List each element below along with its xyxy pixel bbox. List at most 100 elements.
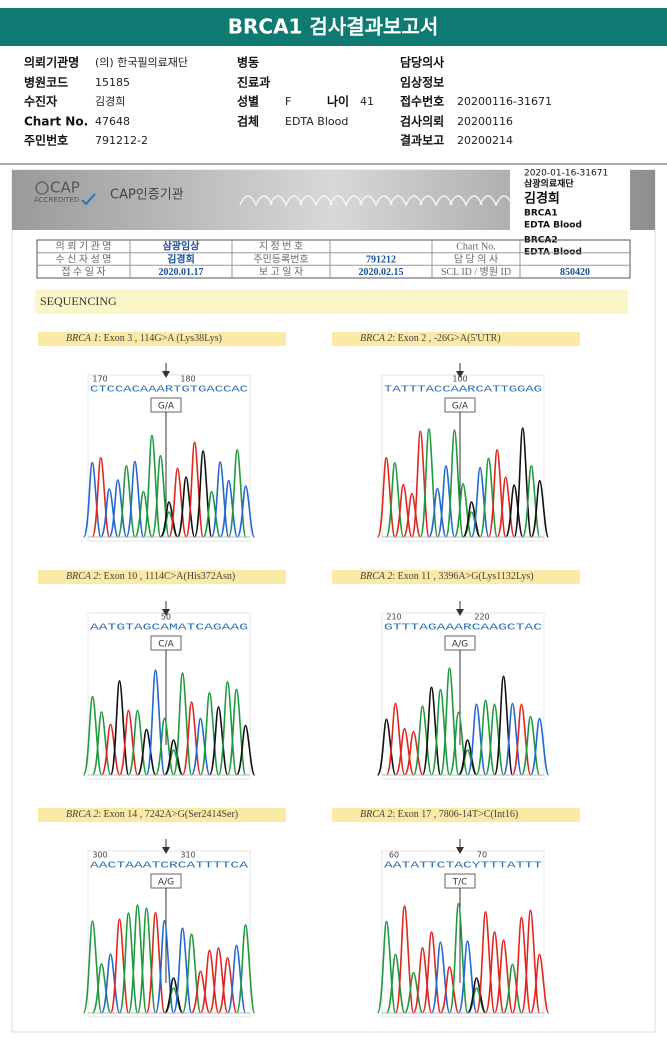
trace-peak bbox=[466, 703, 487, 776]
cap-logo: CAP bbox=[50, 179, 80, 197]
report-table bbox=[36, 239, 631, 279]
info-label: 의뢰기관명 bbox=[24, 55, 79, 70]
trace-peak bbox=[403, 971, 424, 1014]
trace-peak bbox=[529, 953, 550, 1014]
position-tick: 170 bbox=[92, 375, 107, 384]
mutation-text: : Exon 11 , 3396A>G(Lys1132Lys) bbox=[392, 571, 533, 582]
table-value: 삼광임상 bbox=[163, 240, 201, 253]
mutation-text: : Exon 10 , 1114C>A(His372Asn) bbox=[98, 571, 235, 582]
trace-peak bbox=[172, 927, 193, 1014]
info-value: 20200214 bbox=[457, 134, 513, 147]
trace-peak bbox=[127, 709, 148, 776]
mutation-label: BRCA 2: Exon 2 , -26G>A(5'UTR) bbox=[360, 333, 501, 344]
trace-peak bbox=[466, 977, 487, 1014]
trace-peak bbox=[385, 462, 405, 538]
trace-peak bbox=[142, 434, 162, 538]
call-text: C/A bbox=[158, 640, 174, 650]
trace-peak bbox=[428, 487, 447, 538]
trace-peak bbox=[91, 456, 111, 538]
base-sequence: TATTTACCAARCATTGGAG bbox=[384, 384, 542, 395]
trace-peak bbox=[226, 688, 247, 776]
pointer-head bbox=[456, 609, 464, 616]
info-value: 15185 bbox=[95, 76, 130, 89]
call-text: A/G bbox=[452, 640, 468, 650]
sample-label-text: BRCA1 bbox=[524, 209, 558, 219]
trace-peak bbox=[202, 490, 221, 538]
trace-peak bbox=[176, 476, 196, 538]
trace-peak bbox=[520, 715, 541, 776]
sample-label-text: 김경희 bbox=[524, 191, 560, 207]
trace-peak bbox=[145, 669, 166, 776]
trace-peak bbox=[421, 931, 442, 1014]
table-label: 접 수 일 자 bbox=[61, 266, 105, 278]
pointer-head bbox=[162, 609, 170, 616]
pointer-head bbox=[456, 847, 464, 854]
cap-check bbox=[81, 193, 96, 206]
section-bar bbox=[35, 290, 628, 314]
info-label: 성별 bbox=[237, 94, 259, 109]
trace-peak bbox=[421, 686, 442, 776]
trace-peak bbox=[100, 488, 119, 538]
mutation-bar bbox=[332, 332, 580, 346]
trace-peak bbox=[439, 667, 460, 776]
info-value: F bbox=[285, 95, 291, 108]
chromatogram-frame bbox=[87, 612, 251, 780]
trace-peak bbox=[436, 465, 456, 538]
mutation-label: BRCA 1: Exon 3 , 114G>A (Lys38Lys) bbox=[66, 333, 222, 344]
section-title: SEQUENCING bbox=[40, 294, 117, 308]
gene-name: BRCA 2 bbox=[360, 809, 392, 820]
banner-ornament bbox=[299, 195, 333, 207]
trace-peak bbox=[168, 467, 187, 538]
info-value: 20200116 bbox=[457, 115, 513, 128]
position-tick: 210 bbox=[386, 613, 401, 622]
table-label: Chart No. bbox=[456, 242, 495, 253]
trace-peak bbox=[511, 916, 532, 1014]
base-sequence: CTCCACAAARTGTGACCAC bbox=[90, 384, 248, 395]
trace-peak bbox=[520, 909, 541, 1014]
banner-ornament bbox=[449, 195, 483, 207]
trace-peak bbox=[484, 703, 505, 776]
trace-peak bbox=[475, 911, 496, 1014]
call-text: A/G bbox=[158, 878, 174, 888]
table-label: 지 정 번 호 bbox=[259, 241, 303, 253]
sample-label bbox=[510, 168, 630, 260]
cap-accredited: ACCREDITED bbox=[34, 196, 79, 204]
trace-peak bbox=[385, 953, 406, 1014]
banner-ornament bbox=[269, 195, 303, 207]
info-label: 담당의사 bbox=[400, 55, 444, 70]
table-label: 주민등록번호 bbox=[253, 253, 308, 265]
gene-name: BRCA 2 bbox=[66, 571, 98, 582]
trace-peak bbox=[487, 449, 507, 538]
trace-peak bbox=[163, 739, 184, 776]
trace-peak bbox=[199, 949, 220, 1014]
trace-peak bbox=[82, 461, 102, 538]
info-label: 임상정보 bbox=[400, 75, 444, 90]
mutation-label: BRCA 2: Exon 10 , 1114C>A(His372Asn) bbox=[66, 571, 235, 582]
trace-peak bbox=[145, 911, 166, 1014]
mutation-label: BRCA 2: Exon 14 , 7242A>G(Ser2414Ser) bbox=[66, 809, 238, 820]
info-label: 수진자 bbox=[24, 94, 57, 109]
trace-peak bbox=[185, 441, 204, 538]
trace-peak bbox=[208, 706, 229, 776]
trace-peak bbox=[118, 709, 139, 776]
trace-peak bbox=[159, 501, 179, 538]
trace-peak bbox=[412, 947, 433, 1014]
position-tick: 70 bbox=[477, 851, 487, 860]
sample-label-text: 2020-01-16-31671 bbox=[524, 169, 608, 179]
trace-peak bbox=[217, 957, 238, 1014]
gene-name: BRCA 2 bbox=[66, 809, 98, 820]
banner-ornament bbox=[389, 195, 423, 207]
trace-peak bbox=[181, 701, 202, 776]
mutation-bar bbox=[38, 808, 286, 822]
table-value: 850420 bbox=[560, 267, 590, 278]
trace-peak bbox=[134, 490, 153, 538]
trace-peak bbox=[513, 427, 533, 538]
mutation-bar bbox=[332, 570, 580, 584]
info-label: 병동 bbox=[237, 55, 259, 70]
info-label: 진료과 bbox=[237, 75, 270, 90]
trace-peak bbox=[496, 476, 515, 538]
base-sequence: GTTTAGAAARCAAGCTAC bbox=[384, 622, 542, 633]
banner-ornament bbox=[419, 195, 453, 207]
base-sequence: AATATTCTACYTTTATTT bbox=[384, 860, 542, 871]
